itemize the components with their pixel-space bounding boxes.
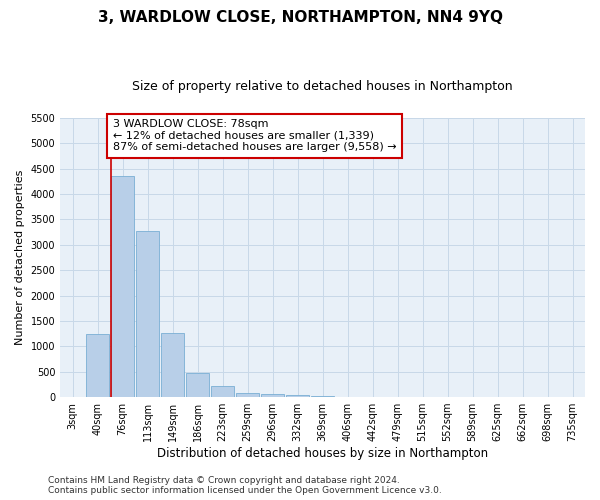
Title: Size of property relative to detached houses in Northampton: Size of property relative to detached ho…	[132, 80, 513, 93]
Bar	[286, 395, 309, 397]
X-axis label: Distribution of detached houses by size in Northampton: Distribution of detached houses by size …	[157, 447, 488, 460]
Bar	[86, 334, 109, 397]
Text: 3 WARDLOW CLOSE: 78sqm
← 12% of detached houses are smaller (1,339)
87% of semi-: 3 WARDLOW CLOSE: 78sqm ← 12% of detached…	[113, 119, 396, 152]
Y-axis label: Number of detached properties: Number of detached properties	[15, 170, 25, 345]
Bar	[187, 373, 209, 397]
Bar	[136, 231, 159, 397]
Bar	[161, 333, 184, 397]
Bar	[311, 396, 334, 397]
Bar	[262, 394, 284, 397]
Bar	[236, 392, 259, 397]
Text: 3, WARDLOW CLOSE, NORTHAMPTON, NN4 9YQ: 3, WARDLOW CLOSE, NORTHAMPTON, NN4 9YQ	[97, 10, 503, 25]
Text: Contains HM Land Registry data © Crown copyright and database right 2024.
Contai: Contains HM Land Registry data © Crown c…	[48, 476, 442, 495]
Bar	[211, 386, 234, 397]
Bar	[112, 176, 134, 397]
